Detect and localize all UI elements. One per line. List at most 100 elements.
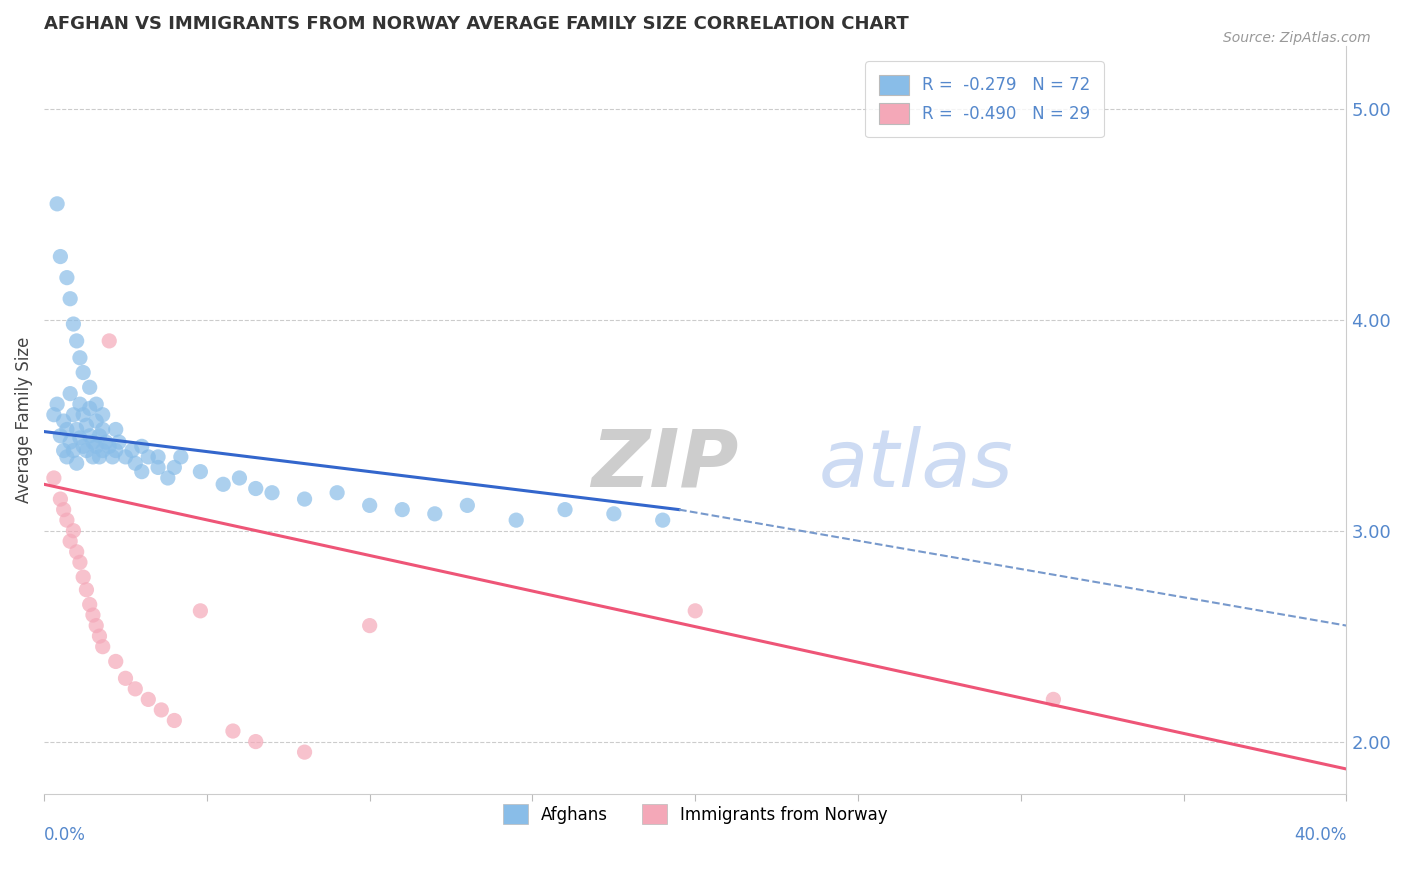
Point <box>49 491 72 506</box>
Point <box>603 507 626 521</box>
Point <box>146 460 169 475</box>
Point <box>56 513 79 527</box>
Point <box>72 408 94 422</box>
Point <box>59 435 82 450</box>
Point <box>72 570 94 584</box>
Point <box>62 408 84 422</box>
Point <box>505 513 527 527</box>
Point <box>391 502 413 516</box>
Point <box>212 477 235 491</box>
Point <box>59 386 82 401</box>
Point <box>131 465 153 479</box>
Legend: Afghans, Immigrants from Norway: Afghans, Immigrants from Norway <box>496 797 894 830</box>
Point <box>456 499 478 513</box>
Point <box>98 439 121 453</box>
Point <box>75 418 97 433</box>
Point <box>52 443 75 458</box>
Point <box>683 604 706 618</box>
Point <box>69 351 91 365</box>
Text: 0.0%: 0.0% <box>44 826 86 844</box>
Point <box>359 499 381 513</box>
Point <box>104 422 127 436</box>
Point <box>156 471 179 485</box>
Point <box>245 482 267 496</box>
Point <box>59 292 82 306</box>
Point <box>104 655 127 669</box>
Point <box>84 618 107 632</box>
Point <box>651 513 673 527</box>
Point <box>245 734 267 748</box>
Point <box>114 671 136 685</box>
Point <box>89 629 111 643</box>
Point <box>62 317 84 331</box>
Point <box>59 534 82 549</box>
Point <box>131 439 153 453</box>
Point <box>56 422 79 436</box>
Text: AFGHAN VS IMMIGRANTS FROM NORWAY AVERAGE FAMILY SIZE CORRELATION CHART: AFGHAN VS IMMIGRANTS FROM NORWAY AVERAGE… <box>44 15 908 33</box>
Point <box>62 443 84 458</box>
Point <box>79 429 101 443</box>
Point <box>75 443 97 458</box>
Point <box>66 334 89 348</box>
Point <box>49 250 72 264</box>
Point <box>52 414 75 428</box>
Point <box>91 408 114 422</box>
Point <box>554 502 576 516</box>
Point <box>79 401 101 416</box>
Point <box>82 608 104 623</box>
Point <box>91 422 114 436</box>
Point <box>69 431 91 445</box>
Point <box>69 555 91 569</box>
Point <box>190 604 212 618</box>
Point <box>190 465 212 479</box>
Point <box>89 450 111 464</box>
Point <box>42 408 65 422</box>
Point <box>49 429 72 443</box>
Point <box>101 450 124 464</box>
Point <box>91 443 114 458</box>
Point <box>136 450 159 464</box>
Point <box>69 397 91 411</box>
Point <box>94 435 117 450</box>
Point <box>359 618 381 632</box>
Point <box>66 422 89 436</box>
Point <box>46 397 69 411</box>
Point <box>260 485 283 500</box>
Point <box>62 524 84 538</box>
Point <box>98 334 121 348</box>
Point <box>150 703 173 717</box>
Point <box>84 439 107 453</box>
Point <box>136 692 159 706</box>
Point <box>423 507 446 521</box>
Point <box>108 435 131 450</box>
Point <box>66 545 89 559</box>
Point <box>42 471 65 485</box>
Point <box>104 443 127 458</box>
Point <box>72 366 94 380</box>
Point <box>294 491 316 506</box>
Point <box>46 197 69 211</box>
Point <box>163 460 186 475</box>
Point <box>146 450 169 464</box>
Point <box>124 681 146 696</box>
Point <box>170 450 193 464</box>
Point <box>89 429 111 443</box>
Point <box>82 450 104 464</box>
Point <box>326 485 349 500</box>
Point <box>84 414 107 428</box>
Text: ZIP: ZIP <box>591 425 738 504</box>
Point <box>79 380 101 394</box>
Point <box>56 450 79 464</box>
Point <box>84 397 107 411</box>
Point <box>72 439 94 453</box>
Point <box>82 435 104 450</box>
Point <box>228 471 250 485</box>
Point <box>114 450 136 464</box>
Point <box>75 582 97 597</box>
Point <box>66 456 89 470</box>
Point <box>163 714 186 728</box>
Point <box>79 598 101 612</box>
Point <box>222 724 245 739</box>
Point <box>124 456 146 470</box>
Y-axis label: Average Family Size: Average Family Size <box>15 337 32 503</box>
